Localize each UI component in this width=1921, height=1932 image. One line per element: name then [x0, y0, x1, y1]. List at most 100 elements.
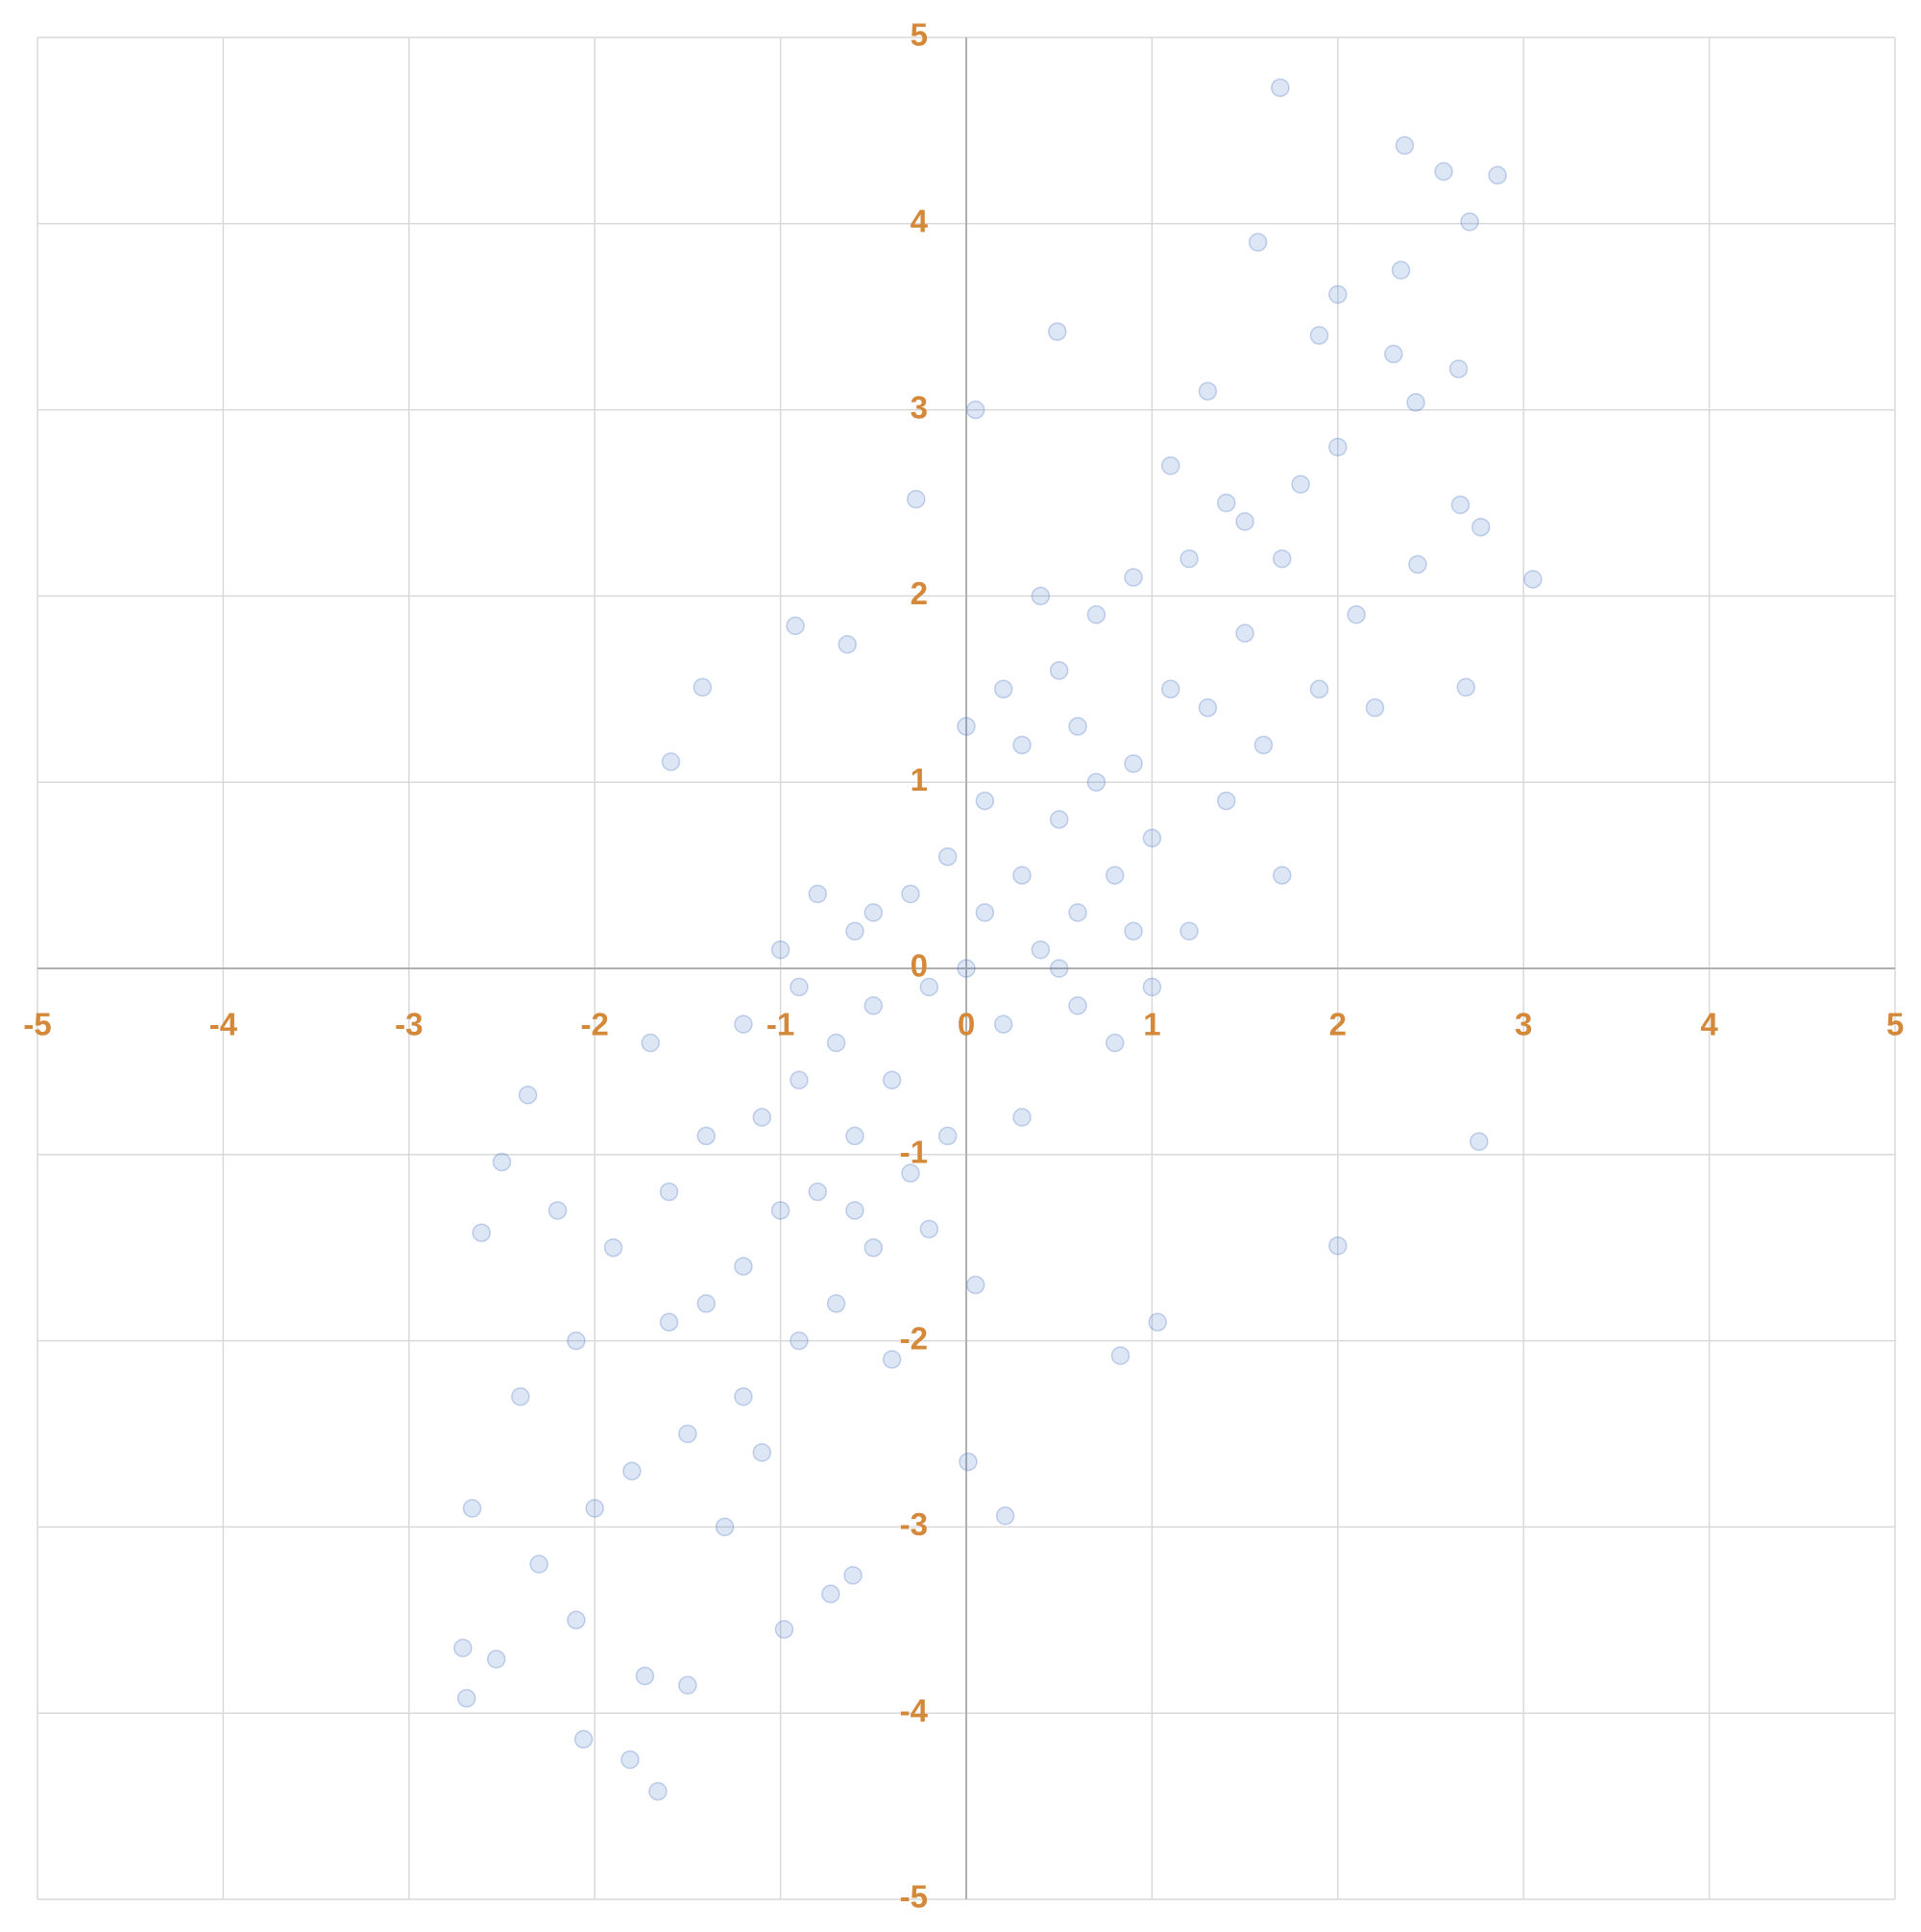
- data-point: [734, 1015, 753, 1034]
- data-point: [1031, 940, 1051, 960]
- data-point: [1365, 697, 1385, 718]
- data-point: [957, 717, 976, 736]
- y-tick-label: 0: [911, 948, 928, 984]
- data-point: [1328, 437, 1348, 457]
- data-point: [1012, 1108, 1032, 1127]
- data-point: [1031, 586, 1051, 606]
- y-tick-label: 4: [911, 204, 929, 239]
- data-point: [696, 1126, 716, 1146]
- data-point: [1291, 475, 1310, 494]
- data-point: [770, 940, 790, 960]
- data-point: [1048, 322, 1067, 341]
- data-point: [529, 1554, 548, 1574]
- data-point: [863, 1237, 884, 1258]
- data-point: [648, 1781, 668, 1801]
- data-point: [622, 1461, 642, 1481]
- x-tick-label: 1: [1143, 1007, 1160, 1042]
- data-point: [919, 977, 939, 997]
- data-point: [993, 1015, 1013, 1034]
- data-point: [1384, 344, 1403, 364]
- data-point: [472, 1223, 491, 1242]
- data-point: [752, 1443, 772, 1462]
- data-point: [863, 996, 884, 1015]
- data-point: [659, 1182, 679, 1202]
- x-tick-label: 5: [1886, 1007, 1904, 1042]
- x-tick-label: 3: [1515, 1007, 1532, 1042]
- data-point: [1248, 232, 1268, 252]
- data-point: [1408, 554, 1427, 575]
- data-point: [1217, 493, 1236, 513]
- data-point: [641, 1033, 660, 1053]
- data-point: [492, 1152, 512, 1172]
- data-point: [1160, 679, 1180, 699]
- data-point: [715, 1517, 735, 1537]
- data-point: [696, 1294, 716, 1313]
- data-point: [1309, 326, 1329, 345]
- data-point: [919, 1219, 939, 1239]
- data-point: [1179, 549, 1199, 569]
- data-point: [585, 1499, 604, 1518]
- data-point: [863, 903, 884, 922]
- data-point: [907, 489, 926, 509]
- data-point: [821, 1584, 840, 1603]
- data-point: [1406, 393, 1425, 412]
- data-point: [845, 921, 864, 941]
- data-point: [1198, 697, 1218, 718]
- data-point: [573, 1729, 594, 1749]
- data-point: [957, 959, 976, 978]
- data-point: [1068, 717, 1087, 736]
- data-point: [1148, 1312, 1167, 1332]
- data-point: [1253, 735, 1274, 755]
- data-point: [1012, 735, 1032, 755]
- data-point: [770, 1201, 790, 1220]
- data-point: [1434, 161, 1453, 182]
- data-point: [547, 1201, 568, 1220]
- data-point: [1309, 679, 1329, 699]
- data-point: [1124, 754, 1143, 773]
- data-point: [1049, 661, 1069, 680]
- y-tick-label: -5: [900, 1879, 928, 1915]
- data-point: [1049, 959, 1069, 978]
- data-point: [1273, 866, 1292, 885]
- data-point: [1105, 866, 1125, 885]
- y-tick-label: -4: [900, 1693, 929, 1728]
- data-point: [620, 1749, 640, 1770]
- y-tick-label: -2: [900, 1320, 928, 1356]
- x-tick-label: 0: [958, 1007, 975, 1042]
- data-point: [734, 1257, 753, 1276]
- data-point: [1049, 810, 1069, 829]
- data-point: [975, 791, 995, 811]
- data-point: [1086, 772, 1106, 792]
- data-point: [567, 1610, 586, 1630]
- data-point: [1273, 549, 1292, 569]
- data-point: [734, 1386, 753, 1406]
- data-point: [838, 635, 857, 654]
- data-point: [975, 903, 995, 922]
- data-point: [678, 1424, 697, 1444]
- data-point: [843, 1566, 863, 1585]
- x-tick-label: 4: [1700, 1007, 1718, 1042]
- data-point: [1391, 260, 1411, 280]
- data-point: [1142, 977, 1162, 997]
- data-point: [1271, 78, 1290, 98]
- data-point: [1217, 791, 1236, 811]
- data-point: [826, 1033, 846, 1053]
- x-tick-label: -5: [23, 1007, 51, 1042]
- x-tick-label: -1: [766, 1007, 794, 1042]
- data-point: [518, 1086, 538, 1105]
- y-tick-label: 1: [911, 762, 928, 797]
- data-point: [1198, 381, 1218, 401]
- data-point: [1328, 284, 1348, 305]
- x-tick-label: -3: [395, 1007, 423, 1042]
- data-point: [603, 1237, 623, 1258]
- data-point: [790, 977, 809, 997]
- data-point: [937, 846, 958, 867]
- y-tick-label: -3: [900, 1506, 928, 1542]
- data-point: [1471, 517, 1491, 537]
- data-point: [995, 1506, 1015, 1526]
- data-point: [1395, 135, 1415, 156]
- data-point: [1450, 495, 1471, 515]
- data-point: [901, 884, 920, 904]
- data-point: [661, 752, 681, 771]
